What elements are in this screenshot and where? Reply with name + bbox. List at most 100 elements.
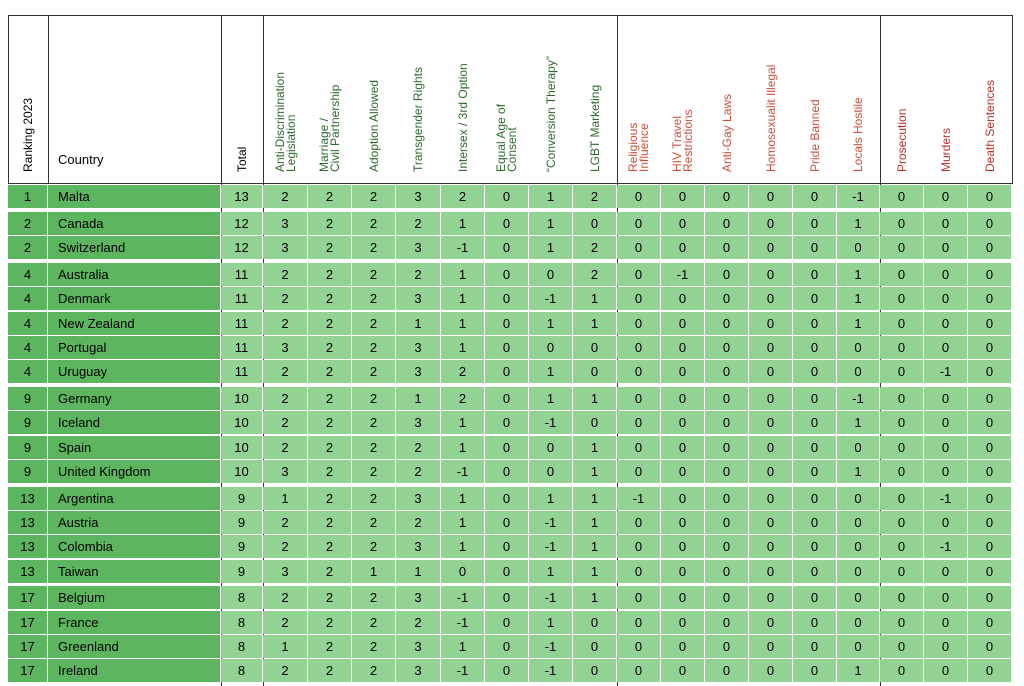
score-cell: 2 [308, 586, 352, 610]
score-cell: 0 [573, 335, 617, 359]
score-cell: 0 [968, 185, 1012, 208]
score-cell: 2 [308, 510, 352, 534]
score-cell: 2 [263, 386, 308, 410]
score-cell: 0 [661, 335, 705, 359]
score-cell: 0 [705, 335, 749, 359]
score-cell: 0 [705, 610, 749, 634]
rank-cell: 13 [8, 486, 48, 510]
score-cell: 0 [924, 211, 968, 235]
header-line: Locals Hostile [851, 97, 865, 172]
total-cell: 9 [221, 535, 263, 559]
score-cell: 1 [573, 287, 617, 311]
score-cell: 0 [924, 634, 968, 658]
score-cell: 1 [441, 287, 485, 311]
score-cell: -1 [441, 586, 485, 610]
score-cell: 0 [485, 486, 529, 510]
score-cell: 0 [529, 262, 573, 286]
score-cell: 2 [352, 610, 396, 634]
score-cell: 2 [263, 435, 308, 459]
score-cell: 0 [793, 185, 837, 208]
score-cell: 0 [968, 510, 1012, 534]
score-cell: 2 [396, 510, 441, 534]
score-cell: 2 [263, 510, 308, 534]
score-cell: 2 [308, 386, 352, 410]
total-cell: 10 [221, 459, 263, 483]
score-cell: 0 [661, 211, 705, 235]
score-cell: 1 [441, 435, 485, 459]
score-cell: 2 [352, 262, 396, 286]
score-cell: 1 [441, 535, 485, 559]
score-cell: 0 [617, 411, 661, 435]
score-cell: 0 [485, 236, 529, 260]
score-cell: 0 [924, 386, 968, 410]
score-cell: -1 [837, 386, 880, 410]
score-cell: 0 [617, 211, 661, 235]
total-cell: 8 [221, 634, 263, 658]
score-cell: -1 [529, 659, 573, 683]
score-cell: 2 [352, 411, 396, 435]
score-cell: 3 [263, 236, 308, 260]
total-cell: 13 [221, 185, 263, 208]
score-cell: -1 [529, 535, 573, 559]
score-cell: 0 [968, 535, 1012, 559]
header-line: LGBT Marketing [587, 84, 602, 172]
score-cell: 0 [880, 211, 924, 235]
score-cell: 0 [485, 535, 529, 559]
score-cell: -1 [529, 510, 573, 534]
score-cell: 0 [880, 185, 924, 208]
score-cell: 3 [263, 559, 308, 583]
score-cell: 2 [308, 335, 352, 359]
score-cell: 2 [396, 211, 441, 235]
score-cell: 2 [263, 610, 308, 634]
column-header: Equal Age of Consent [494, 104, 519, 172]
score-cell: 2 [396, 435, 441, 459]
country-cell: Denmark [48, 287, 221, 311]
score-cell: 0 [617, 335, 661, 359]
country-cell: France [48, 610, 221, 634]
column-header: Anti-Gay Laws [720, 94, 734, 172]
score-cell: -1 [529, 634, 573, 658]
score-cell: 0 [441, 559, 485, 583]
score-cell: 0 [617, 262, 661, 286]
score-cell: 1 [441, 211, 485, 235]
score-cell: -1 [661, 262, 705, 286]
score-cell: 2 [441, 360, 485, 384]
score-cell: 2 [352, 659, 396, 683]
score-cell: 2 [308, 659, 352, 683]
score-cell: 0 [617, 386, 661, 410]
column-header: Ranking 2023 [21, 98, 35, 172]
country-cell: Malta [48, 185, 221, 208]
rank-cell: 9 [8, 386, 48, 410]
score-cell: 0 [705, 411, 749, 435]
score-cell: 0 [880, 435, 924, 459]
score-cell: 0 [705, 360, 749, 384]
column-header: Pride Banned [808, 99, 822, 172]
score-cell: 0 [661, 360, 705, 384]
score-cell: 0 [617, 435, 661, 459]
score-cell: 0 [924, 262, 968, 286]
score-cell: 0 [485, 287, 529, 311]
score-cell: 2 [352, 535, 396, 559]
score-cell: 1 [573, 435, 617, 459]
score-cell: 3 [263, 459, 308, 483]
score-cell: 3 [263, 335, 308, 359]
score-cell: 2 [263, 411, 308, 435]
column-header: Intersex / 3rd Option [456, 63, 470, 172]
score-cell: 0 [705, 510, 749, 534]
score-cell: 0 [617, 510, 661, 534]
score-cell: 0 [793, 211, 837, 235]
score-cell: 2 [308, 185, 352, 208]
score-cell: 3 [396, 287, 441, 311]
country-cell: Taiwan [48, 559, 221, 583]
score-cell: 0 [485, 634, 529, 658]
column-header: HIV Travel Restrictions [670, 109, 695, 172]
score-cell: 0 [880, 262, 924, 286]
score-cell: 0 [880, 386, 924, 410]
score-cell: 1 [573, 586, 617, 610]
score-cell: 2 [396, 459, 441, 483]
country-cell: Spain [48, 435, 221, 459]
score-cell: 0 [880, 586, 924, 610]
score-cell: 0 [529, 459, 573, 483]
score-cell: -1 [529, 287, 573, 311]
country-cell: Belgium [48, 586, 221, 610]
